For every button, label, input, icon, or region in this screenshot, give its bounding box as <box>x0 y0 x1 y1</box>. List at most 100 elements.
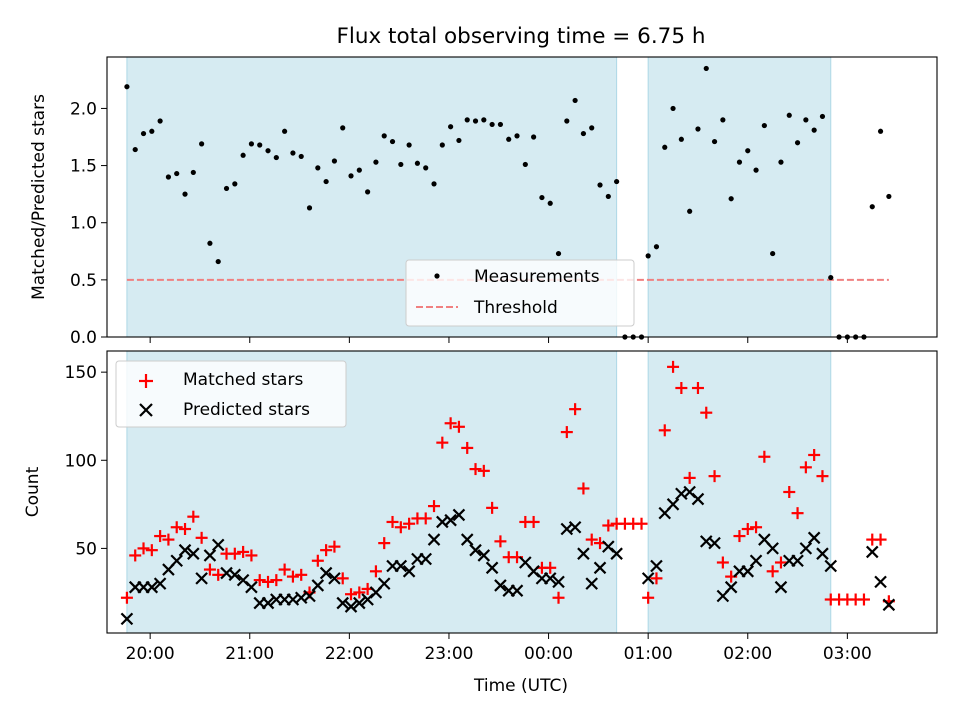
measurement-point <box>794 140 801 146</box>
measurement-point <box>215 258 221 265</box>
predicted-star-point <box>741 565 755 578</box>
measurement-point <box>572 97 578 104</box>
measurement-point <box>331 158 338 164</box>
predicted-star-point <box>610 547 623 560</box>
x-tick-label: 03:00 <box>823 644 872 664</box>
counts-y-axis-label: Count <box>23 466 43 517</box>
measurement-point <box>165 174 172 180</box>
predicted-star-point <box>816 547 829 560</box>
measurement-point <box>298 153 304 160</box>
measurement-point <box>248 141 255 147</box>
ratio-x-ticks <box>149 337 848 343</box>
y-tick-label: 50 <box>75 539 97 559</box>
measurement-point <box>678 136 684 142</box>
matched-star-point <box>469 463 482 476</box>
matched-star-point <box>237 545 250 558</box>
predicted-star-point <box>874 575 887 589</box>
counts-legend: Matched stars Predicted stars <box>115 360 347 428</box>
y-tick-label: 2.0 <box>70 99 97 119</box>
predicted-star-point <box>394 559 408 573</box>
matched-star-point <box>262 575 275 588</box>
matched-star-point <box>436 436 449 449</box>
predicted-star-point <box>344 600 358 613</box>
predicted-star-point <box>824 559 838 573</box>
measurement-point <box>819 113 826 120</box>
predicted-star-point <box>153 577 167 590</box>
measurement-point <box>190 169 196 176</box>
x-tick-label: 20:00 <box>126 644 175 664</box>
predicted-star-point <box>577 547 590 560</box>
predicted-star-point <box>311 579 325 592</box>
predicted-star-point <box>749 554 763 568</box>
matched-star-point <box>477 464 490 477</box>
y-tick-label: 1.5 <box>70 157 97 177</box>
predicted-star-point <box>552 575 565 589</box>
matched-star-point <box>791 507 804 520</box>
measurement-point <box>348 173 354 179</box>
matched-star-point <box>783 486 796 498</box>
matched-star-point <box>328 540 341 553</box>
measurement-point <box>662 144 668 150</box>
y-tick-label: 0.5 <box>70 271 97 291</box>
matched-star-point <box>452 420 465 433</box>
measurement-point <box>761 122 767 129</box>
matched-star-point <box>145 544 158 557</box>
matched-star-point <box>650 572 663 585</box>
matched-star-point <box>602 519 615 532</box>
matched-star-point <box>494 535 507 548</box>
matched-legend-label: Matched stars <box>183 370 303 390</box>
matched-star-point <box>552 591 565 604</box>
measurement-point <box>124 84 130 90</box>
matched-legend-marker <box>139 374 153 388</box>
measurement-point <box>157 118 163 124</box>
measurement-point <box>373 159 379 165</box>
matched-star-point <box>345 588 358 601</box>
x-tick-label: 00:00 <box>524 644 573 664</box>
matched-star-point <box>750 521 763 534</box>
predicted-star-point <box>170 554 183 568</box>
predicted-star-point <box>593 561 607 575</box>
matched-star-point <box>758 450 771 463</box>
measurement-point <box>290 150 296 156</box>
matched-star-point <box>585 533 598 546</box>
predicted-star-point <box>328 572 341 585</box>
measurement-point <box>140 130 147 137</box>
x-tick-label: 23:00 <box>424 644 473 664</box>
predicted-star-point <box>543 572 557 585</box>
matched-star-point <box>816 470 829 483</box>
matched-star-point <box>444 417 457 430</box>
matched-star-point <box>683 471 696 484</box>
ratio-legend: Measurements Threshold <box>405 259 635 327</box>
measurement-point <box>645 253 651 259</box>
matched-star-point <box>195 531 208 544</box>
matched-star-point <box>741 523 754 536</box>
predicted-star-point <box>187 547 200 560</box>
predicted-star-point <box>195 572 208 585</box>
measurement-point <box>869 204 875 210</box>
matched-star-point <box>253 574 266 587</box>
y-tick-label: 0.0 <box>70 328 97 348</box>
matched-star-point <box>353 586 366 599</box>
matched-star-point <box>129 549 142 562</box>
measurement-point <box>323 178 329 185</box>
x-tick-label: 21:00 <box>225 644 274 664</box>
predicted-star-point <box>178 543 192 557</box>
matched-star-point <box>857 593 870 606</box>
measurement-point <box>506 136 512 142</box>
matched-star-point <box>403 517 416 530</box>
predicted-star-point <box>641 572 655 585</box>
measurement-point <box>257 142 263 148</box>
measurement-point <box>589 125 595 131</box>
matched-star-point <box>544 561 557 574</box>
measurement-point <box>282 128 288 134</box>
measurement-point <box>703 65 709 72</box>
matched-star-point <box>278 563 291 576</box>
predicted-legend-label: Predicted stars <box>183 400 310 420</box>
predicted-star-point <box>494 579 507 592</box>
matched-star-point <box>691 382 704 395</box>
measurement-point <box>315 165 321 171</box>
predicted-star-point <box>799 542 813 555</box>
predicted-star-point <box>228 568 242 582</box>
counts-panel: 50 100 150 20:00 21:00 22:00 23:00 00:00 01:00 0… <box>23 350 938 696</box>
predicted-star-point <box>865 545 879 559</box>
